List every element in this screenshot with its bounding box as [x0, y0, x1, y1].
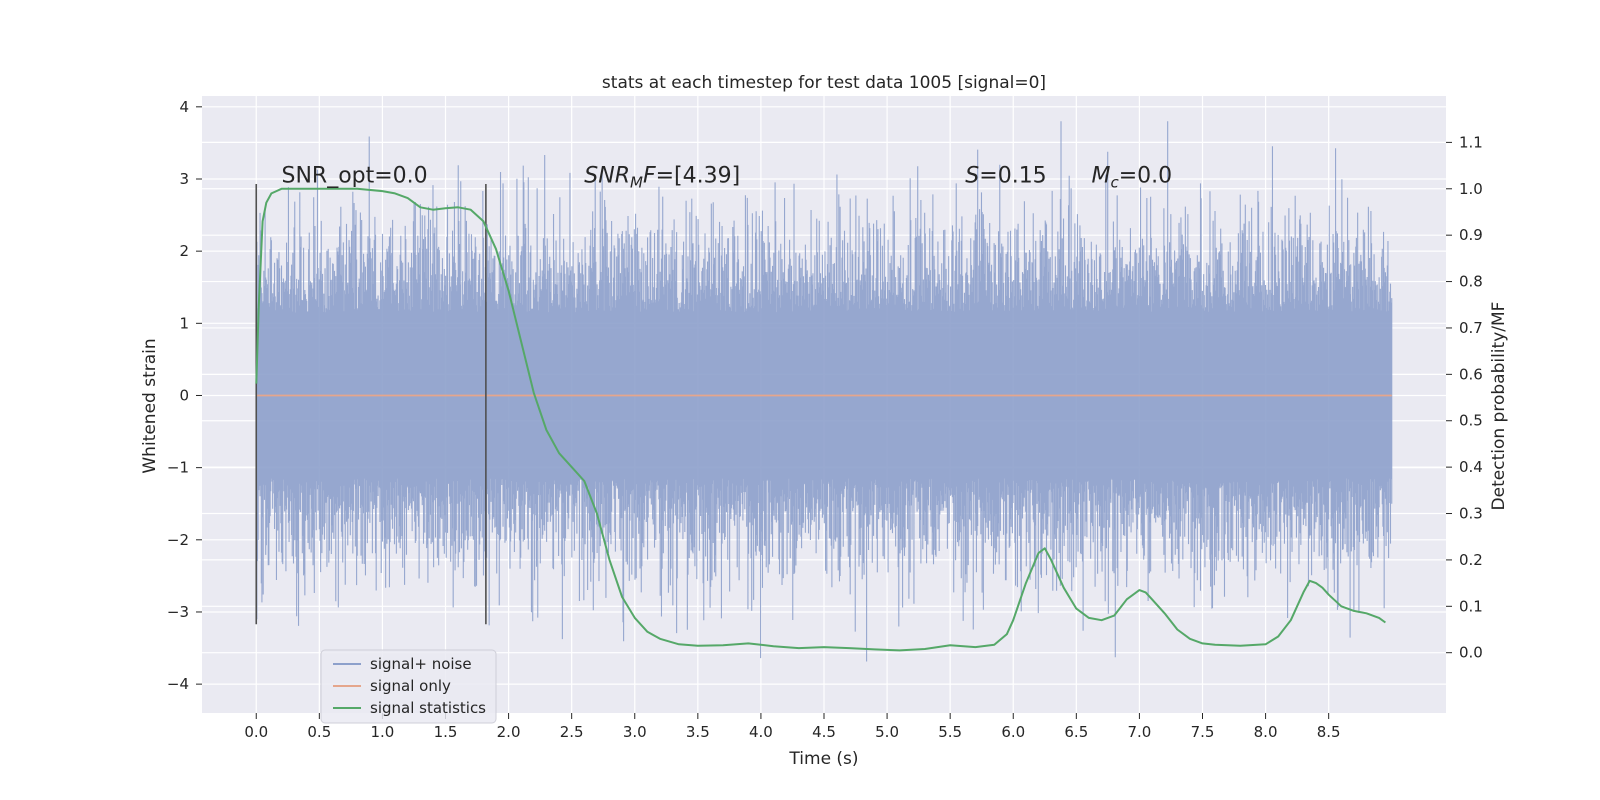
y2-tick-label: 1.1 — [1459, 133, 1483, 151]
annotation-mc: Mc=0.0 — [1091, 164, 1172, 192]
x-tick-label: 8.0 — [1254, 723, 1278, 741]
y-tick-label: −3 — [167, 603, 189, 621]
x-tick-label: 3.0 — [623, 723, 647, 741]
x-tick-label: 1.0 — [370, 723, 394, 741]
y-tick-label: −2 — [167, 531, 189, 549]
annotation-snr-mf: SNRMF=[4.39] — [584, 164, 740, 192]
legend-label-noise: signal+ noise — [370, 655, 472, 673]
statistics-line — [255, 187, 1386, 652]
x-tick-label: 7.5 — [1191, 723, 1215, 741]
annotation-part: =[4.39] — [656, 164, 741, 189]
chart-title: stats at each timestep for test data 100… — [602, 73, 1046, 93]
x-tick-label: 2.5 — [560, 723, 584, 741]
y-tick-label: 2 — [179, 242, 189, 260]
y2-tick-label: 0.3 — [1459, 505, 1483, 523]
plot-area — [255, 121, 1393, 662]
y-tick-label: 1 — [179, 314, 189, 332]
x-tick-label: 5.5 — [938, 723, 962, 741]
x-tick-label: 6.0 — [1001, 723, 1025, 741]
y-tick-label: 0 — [179, 386, 189, 404]
legend-label-signal: signal only — [370, 677, 451, 695]
legend-box — [320, 649, 497, 724]
x-tick-label: 5.0 — [875, 723, 899, 741]
x-tick-label: 0.5 — [307, 723, 331, 741]
annotations: SNR_opt=0.0 SNRMF=[4.39] S=0.15 Mc=0.0 — [281, 164, 1172, 192]
x-tick-label: 6.5 — [1064, 723, 1088, 741]
x-tick-label: 4.0 — [749, 723, 773, 741]
annotation-part: M — [630, 174, 643, 192]
y-axis-label: Whitened strain — [140, 338, 160, 473]
y2-tick-label: 0.5 — [1459, 412, 1483, 430]
annotation-s: S=0.15 — [965, 164, 1046, 189]
y2-tick-label: 0.1 — [1459, 597, 1483, 615]
y-tick-label: −1 — [167, 459, 189, 477]
annotation-part: F — [643, 164, 656, 189]
y2-tick-label: 0.0 — [1459, 644, 1483, 662]
y2-tick-label: 0.2 — [1459, 551, 1483, 569]
legend-label-statistics: signal statistics — [370, 699, 486, 717]
y2-tick-label: 1.0 — [1459, 180, 1483, 198]
y2-tick-label: 0.4 — [1459, 458, 1483, 476]
x-tick-label: 1.5 — [434, 723, 458, 741]
y2-tick-label: 0.8 — [1459, 273, 1483, 291]
y-tick-label: 4 — [179, 98, 189, 116]
annotation-snr-opt: SNR_opt=0.0 — [281, 164, 427, 189]
x-tick-label: 0.0 — [244, 723, 268, 741]
y2-tick-label: 0.9 — [1459, 226, 1483, 244]
annotation-part: =0.15 — [979, 164, 1046, 189]
annotation-part: c — [1110, 174, 1119, 192]
legend: signal+ noise signal only signal statist… — [320, 649, 497, 724]
y-tick-label: 3 — [179, 170, 189, 188]
annotation-part: SNR_opt=0.0 — [281, 164, 427, 189]
x-tick-label: 7.0 — [1127, 723, 1151, 741]
x-tick-label: 3.5 — [686, 723, 710, 741]
annotation-part: SNR — [584, 164, 630, 189]
y-tick-label: −4 — [167, 675, 189, 693]
y2-tick-label: 0.6 — [1459, 365, 1483, 383]
x-tick-label: 4.5 — [812, 723, 836, 741]
annotation-part: S — [965, 164, 979, 189]
annotation-part: M — [1091, 164, 1110, 189]
x-axis-label: Time (s) — [788, 749, 858, 769]
y2-axis-label: Detection probability/MF — [1489, 302, 1509, 511]
x-tick-label: 2.0 — [497, 723, 521, 741]
axes: −4 −3 −2 −1 0 1 2 3 4 0.0 0.1 0.2 0.3 0.4 0.5 0.6 0.7 0.8… — [167, 98, 1483, 741]
y2-tick-label: 0.7 — [1459, 319, 1483, 337]
x-tick-label: 8.5 — [1317, 723, 1341, 741]
annotation-part: =0.0 — [1119, 164, 1172, 189]
